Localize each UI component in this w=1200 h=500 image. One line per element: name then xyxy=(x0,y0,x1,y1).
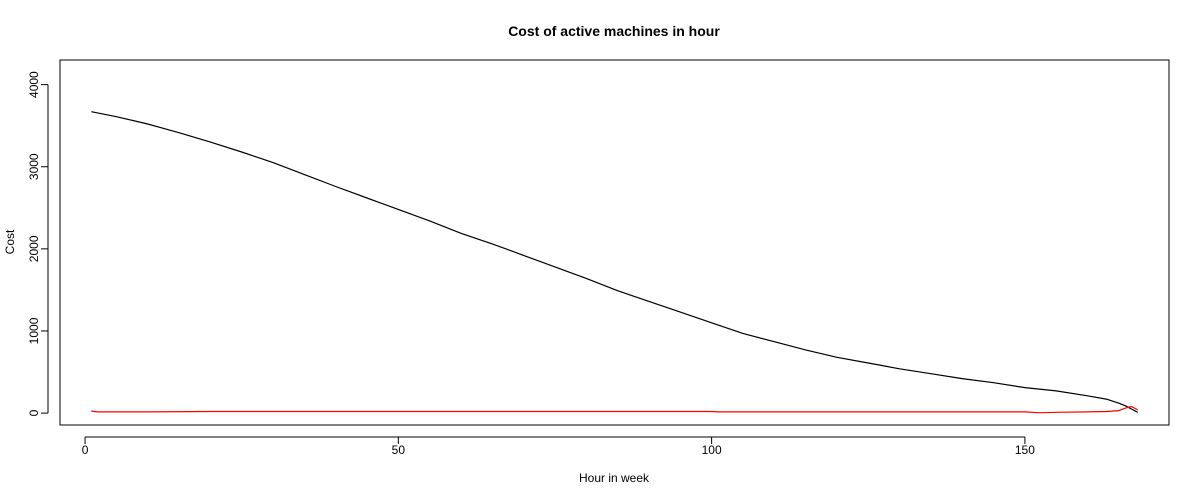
x-tick-label: 0 xyxy=(82,443,89,457)
y-tick-label: 4000 xyxy=(27,71,41,98)
series-line-1 xyxy=(91,111,1138,413)
x-tick-label: 150 xyxy=(1015,443,1035,457)
y-axis-label: Cost xyxy=(3,229,17,254)
y-tick-label: 2000 xyxy=(27,235,41,262)
y-axis: 0 1000 2000 3000 4000 xyxy=(27,71,49,416)
y-tick-label: 3000 xyxy=(27,153,41,180)
x-axis-label: Hour in week xyxy=(579,471,650,485)
chart-title: Cost of active machines in hour xyxy=(508,23,720,39)
x-axis: 0 50 100 150 xyxy=(82,436,1035,457)
y-tick-label: 1000 xyxy=(27,317,41,344)
x-tick-label: 50 xyxy=(392,443,406,457)
series-line-2 xyxy=(91,405,1138,414)
plot-frame xyxy=(59,59,1170,426)
y-tick-label: 0 xyxy=(27,409,41,416)
series-layer xyxy=(91,111,1138,414)
x-tick-label: 100 xyxy=(702,443,722,457)
